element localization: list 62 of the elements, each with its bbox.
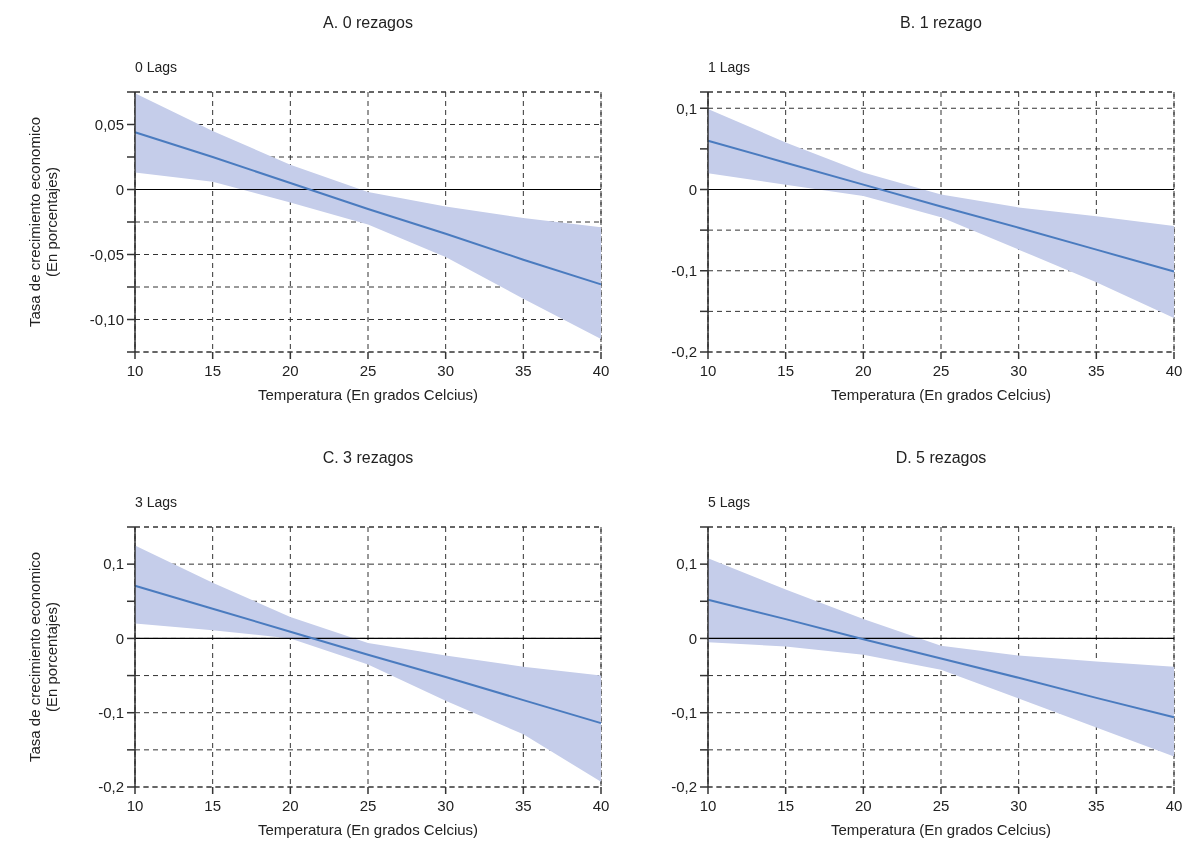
line-series	[134, 131, 602, 286]
chart-subtitle: 3 Lags	[135, 494, 178, 510]
x-axis-title: Temperatura (En grados Celcius)	[257, 386, 479, 403]
x-tick-label: 40	[1165, 797, 1183, 814]
y-tick-label: -0,1	[98, 703, 124, 721]
x-tick-label: 30	[1010, 362, 1028, 379]
x-tick-label: 25	[932, 797, 950, 814]
chart-subtitle: 1 Lags	[708, 59, 751, 75]
x-tick-label: 20	[281, 797, 299, 814]
y-tick-label: 0,1	[676, 99, 697, 117]
x-tick-label: 40	[592, 797, 610, 814]
x-tick-label: 25	[932, 362, 950, 379]
x-tick-label: 10	[699, 362, 717, 379]
x-tick-label: 15	[204, 797, 222, 814]
x-tick-label: 35	[1087, 362, 1105, 379]
chart-title: D. 5 rezagos	[895, 449, 987, 466]
x-axis-title: Temperatura (En grados Celcius)	[830, 386, 1052, 403]
y-tick-label: -0,1	[671, 703, 697, 721]
x-tick-label: 15	[777, 362, 795, 379]
x-tick-label: 25	[359, 362, 377, 379]
x-tick-label: 15	[777, 797, 795, 814]
x-tick-label: 20	[854, 362, 872, 379]
line-series	[707, 139, 1175, 273]
y-tick-label: 0	[688, 629, 697, 647]
chart-subtitle: 0 Lags	[135, 59, 178, 75]
x-tick-label: 20	[281, 362, 299, 379]
y-tick-label: -0,2	[671, 778, 697, 796]
y-tick-label: 0	[115, 629, 124, 647]
x-tick-label: 30	[1010, 797, 1028, 814]
y-tick-label: 0,1	[676, 555, 697, 573]
y-tick-label: 0,05	[94, 115, 124, 133]
x-tick-label: 30	[437, 362, 455, 379]
y-axis-title: Tasa de crecimiento economico (En porcentajes)	[26, 116, 61, 328]
x-tick-label: 15	[204, 362, 222, 379]
y-tick-label: -0,2	[671, 343, 697, 361]
x-tick-label: 20	[854, 797, 872, 814]
x-axis-title: Temperatura (En grados Celcius)	[257, 821, 479, 838]
x-tick-label: 35	[1087, 797, 1105, 814]
x-tick-label: 30	[437, 797, 455, 814]
x-tick-label: 10	[126, 362, 144, 379]
y-tick-label: -0,2	[98, 778, 124, 796]
y-axis-title: Tasa de crecimiento economico (En porcentajes)	[26, 551, 61, 763]
x-tick-label: 10	[126, 797, 144, 814]
x-tick-label: 40	[592, 362, 610, 379]
x-axis-title: Temperatura (En grados Celcius)	[830, 821, 1052, 838]
chart-subtitle: 5 Lags	[708, 494, 751, 510]
y-tick-label: 0	[115, 180, 124, 198]
y-tick-label: 0,1	[103, 555, 124, 573]
chart-title: B. 1 rezago	[900, 14, 983, 31]
line-series	[134, 584, 602, 725]
y-tick-label: -0,05	[89, 245, 124, 263]
y-tick-label: 0	[688, 180, 697, 198]
x-tick-label: 10	[699, 797, 717, 814]
line-series	[707, 598, 1175, 719]
x-tick-label: 40	[1165, 362, 1183, 379]
x-tick-label: 25	[359, 797, 377, 814]
x-tick-label: 35	[514, 797, 532, 814]
x-tick-label: 35	[514, 362, 532, 379]
y-tick-label: -0,10	[89, 310, 124, 328]
chart-title: C. 3 rezagos	[322, 449, 414, 466]
y-tick-label: -0,1	[671, 262, 697, 279]
chart-title: A. 0 rezagos	[323, 14, 413, 31]
